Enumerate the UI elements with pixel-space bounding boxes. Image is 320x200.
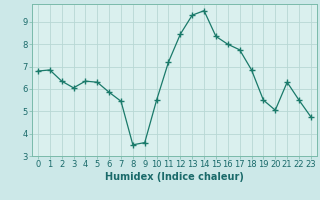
X-axis label: Humidex (Indice chaleur): Humidex (Indice chaleur) [105, 172, 244, 182]
